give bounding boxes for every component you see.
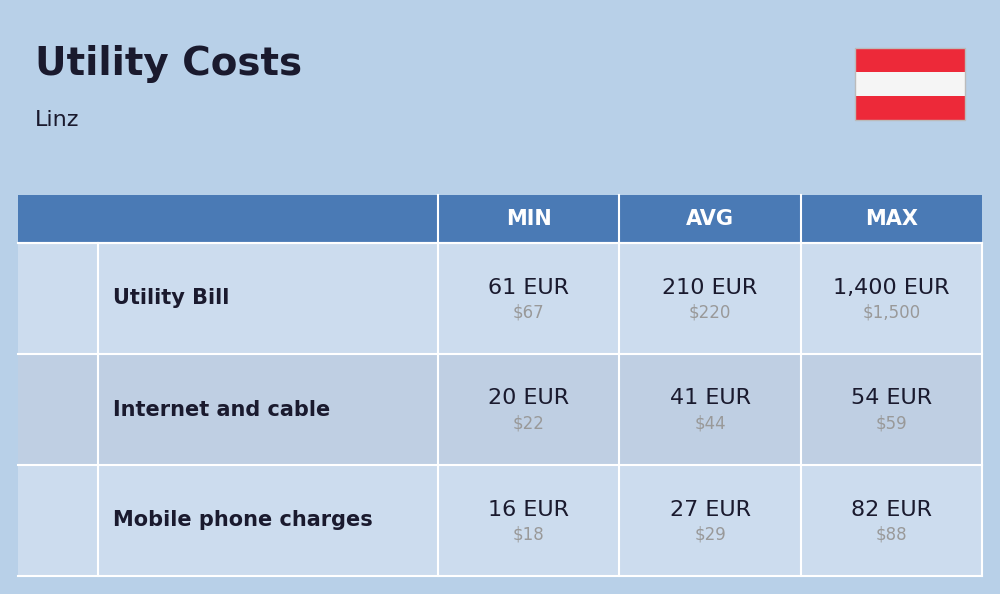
- Text: $1,500: $1,500: [862, 304, 920, 321]
- Text: 16 EUR: 16 EUR: [488, 500, 569, 520]
- Text: Mobile phone charges: Mobile phone charges: [113, 510, 373, 530]
- Text: MAX: MAX: [865, 209, 918, 229]
- Text: $44: $44: [694, 415, 726, 432]
- Text: $67: $67: [513, 304, 544, 321]
- Text: $22: $22: [513, 415, 545, 432]
- Bar: [18, 243, 982, 354]
- Bar: [18, 465, 982, 576]
- Bar: [855, 96, 965, 120]
- Bar: [855, 48, 965, 120]
- Text: Internet and cable: Internet and cable: [113, 400, 330, 419]
- Text: AVG: AVG: [686, 209, 734, 229]
- Text: 1,400 EUR: 1,400 EUR: [833, 277, 950, 298]
- Text: Utility Costs: Utility Costs: [35, 45, 302, 83]
- Text: 41 EUR: 41 EUR: [670, 388, 750, 409]
- Text: Utility Bill: Utility Bill: [113, 289, 229, 308]
- Bar: [18, 195, 982, 243]
- Text: $88: $88: [876, 526, 907, 544]
- Text: 210 EUR: 210 EUR: [662, 277, 758, 298]
- Bar: [855, 72, 965, 96]
- Text: $59: $59: [876, 415, 907, 432]
- Text: $18: $18: [513, 526, 545, 544]
- Text: 27 EUR: 27 EUR: [670, 500, 750, 520]
- Bar: [18, 354, 982, 465]
- Text: 54 EUR: 54 EUR: [851, 388, 932, 409]
- Text: Linz: Linz: [35, 110, 80, 130]
- Text: 61 EUR: 61 EUR: [488, 277, 569, 298]
- Bar: [855, 48, 965, 72]
- Text: 20 EUR: 20 EUR: [488, 388, 569, 409]
- Text: 82 EUR: 82 EUR: [851, 500, 932, 520]
- Text: $29: $29: [694, 526, 726, 544]
- Text: MIN: MIN: [506, 209, 552, 229]
- Text: $220: $220: [689, 304, 731, 321]
